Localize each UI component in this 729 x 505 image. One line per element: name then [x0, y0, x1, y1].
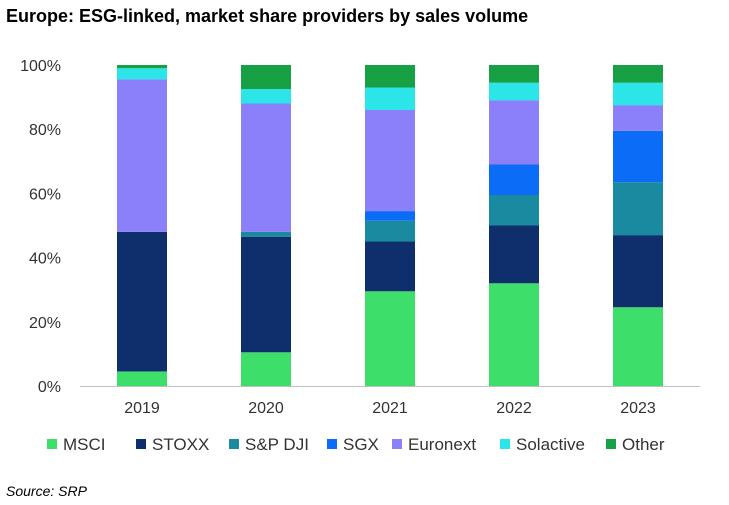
- bar-s-p-dji-2023: [613, 182, 663, 236]
- bar-msci-2022: [489, 283, 539, 386]
- y-tick-label: 20%: [29, 315, 61, 332]
- legend-label-sgx: SGX: [343, 435, 379, 454]
- bar-other-2023: [613, 65, 663, 83]
- x-tick-label: 2019: [124, 400, 160, 417]
- y-tick-label: 100%: [20, 58, 61, 75]
- legend-swatch-solactive: [500, 439, 510, 449]
- bar-msci-2019: [117, 371, 167, 386]
- legend-swatch-other: [606, 439, 616, 449]
- bar-euronext-2021: [365, 109, 415, 211]
- legend-label-euronext: Euronext: [408, 435, 476, 454]
- bar-solactive-2019: [117, 68, 167, 80]
- y-tick-label: 60%: [29, 186, 61, 203]
- y-tick-label: 0%: [38, 379, 61, 396]
- bar-stoxx-2020: [241, 236, 291, 353]
- axis-layer: 0% 20% 40% 60% 80% 100% 2019 2020 2021 2022 2023: [20, 58, 700, 417]
- y-tick-label: 40%: [29, 251, 61, 268]
- bar-euronext-2022: [489, 100, 539, 165]
- bar-other-2019: [117, 65, 167, 69]
- bar-stoxx-2022: [489, 225, 539, 284]
- legend-layer: MSCI STOXX S&P DJI SGX Euronext Solactive Othe…: [47, 435, 665, 454]
- source-note: Source: SRP: [6, 483, 87, 499]
- bar-sgx-2021: [365, 211, 415, 221]
- bars-layer: [117, 65, 663, 386]
- legend-label-solactive: Solactive: [516, 435, 585, 454]
- bar-stoxx-2021: [365, 241, 415, 292]
- legend-swatch-msci: [47, 439, 57, 449]
- legend-swatch-stoxx: [136, 439, 146, 449]
- bar-other-2022: [489, 65, 539, 83]
- x-tick-label: 2023: [620, 400, 656, 417]
- bar-msci-2020: [241, 352, 291, 386]
- legend-label-msci: MSCI: [63, 435, 106, 454]
- bar-euronext-2019: [117, 79, 167, 232]
- bar-solactive-2020: [241, 89, 291, 104]
- bar-s-p-dji-2022: [489, 195, 539, 226]
- chart-title: Europe: ESG-linked, market share provide…: [6, 6, 529, 26]
- x-tick-label: 2022: [496, 400, 532, 417]
- x-tick-label: 2021: [372, 400, 408, 417]
- bar-sgx-2023: [613, 130, 663, 183]
- legend-swatch-euronext: [392, 439, 402, 449]
- bar-euronext-2020: [241, 103, 291, 232]
- bar-stoxx-2019: [117, 231, 167, 372]
- bar-stoxx-2023: [613, 235, 663, 308]
- bar-solactive-2023: [613, 82, 663, 106]
- bar-euronext-2023: [613, 105, 663, 131]
- bar-other-2021: [365, 65, 415, 88]
- legend-label-other: Other: [622, 435, 665, 454]
- x-tick-label: 2020: [248, 400, 284, 417]
- bar-solactive-2021: [365, 87, 415, 110]
- bar-sgx-2022: [489, 164, 539, 195]
- legend-swatch-s-p-dji: [229, 439, 239, 449]
- legend-swatch-sgx: [327, 439, 337, 449]
- bar-msci-2023: [613, 307, 663, 386]
- legend-label-stoxx: STOXX: [152, 435, 209, 454]
- legend-label-s-p-dji: S&P DJI: [245, 435, 309, 454]
- bar-msci-2021: [365, 291, 415, 386]
- bar-s-p-dji-2020: [241, 231, 291, 237]
- y-tick-label: 80%: [29, 122, 61, 139]
- bar-s-p-dji-2021: [365, 220, 415, 242]
- bar-solactive-2022: [489, 82, 539, 101]
- bar-other-2020: [241, 65, 291, 90]
